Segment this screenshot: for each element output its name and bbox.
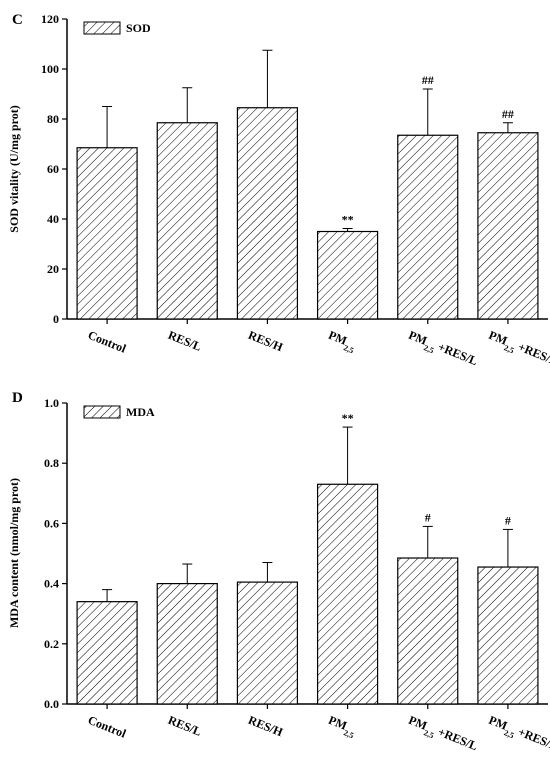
bar-d: [76, 601, 138, 705]
category-label-d: RES/L: [166, 713, 203, 739]
y-tick-label-d: 0.2: [44, 637, 59, 651]
chart-panel-c: C SOD vitality (U/mg prot) SOD 0 20 40 60 80…: [7, 12, 550, 372]
y-tick-label-d: 0.6: [44, 516, 59, 530]
y-tick-label-c: 100: [41, 62, 59, 76]
y-tick-label-c: 80: [47, 112, 59, 126]
category-label-c: RES/L: [166, 328, 203, 354]
significance-label-d: #: [505, 513, 511, 527]
category-label-d: PM2,5: [325, 713, 358, 740]
y-tick-label-c: 60: [47, 162, 59, 176]
bar-c: [397, 134, 459, 320]
bar-c: [477, 132, 539, 320]
legend-c: SOD: [83, 21, 151, 35]
category-label-d: Control: [86, 713, 129, 741]
significance-label-c: **: [342, 213, 354, 227]
category-label-c: PM2,5 +RES/H: [485, 328, 550, 372]
category-label-c: PM2,5: [325, 328, 358, 355]
panel-label-d: D: [12, 390, 23, 406]
y-tick-label-d: 0.8: [44, 456, 59, 470]
legend-swatch-d: [83, 405, 121, 419]
bar-d: [316, 483, 379, 705]
bar-d: [156, 582, 218, 705]
category-label-d: PM2,5 +RES/L: [405, 713, 479, 757]
legend-d: MDA: [83, 405, 155, 419]
panel-label-c: C: [12, 12, 23, 28]
y-tick-label-c: 0: [53, 312, 59, 326]
legend-swatch-c: [83, 21, 121, 35]
y-axis-label-d: MDA content (nmol/mg prot): [7, 478, 21, 628]
significance-label-c: ##: [422, 73, 434, 87]
y-axis-label-c: SOD vitality (U/mg prot): [7, 105, 21, 232]
bar-c: [76, 147, 138, 320]
legend-label-c: SOD: [126, 21, 151, 35]
significance-label-d: **: [342, 411, 354, 425]
significance-label-c: ##: [502, 107, 514, 121]
y-tick-label-c: 120: [41, 12, 59, 26]
significance-label-d: #: [425, 510, 431, 524]
y-tick-label-c: 20: [47, 262, 59, 276]
bar-d: [477, 566, 539, 705]
bar-d: [397, 557, 459, 705]
y-tick-label-d: 0.0: [44, 697, 59, 711]
y-tick-label-d: 1.0: [44, 396, 59, 410]
y-tick-label-c: 40: [47, 212, 59, 226]
legend-label-d: MDA: [126, 405, 155, 419]
bar-d: [236, 581, 299, 705]
bar-c: [156, 122, 218, 320]
category-label-c: PM2,5 +RES/L: [405, 328, 479, 372]
category-label-d: RES/H: [246, 713, 285, 740]
bar-c: [236, 107, 299, 320]
category-label-c: RES/H: [246, 328, 285, 355]
category-label-d: PM2,5 +RES/H: [485, 713, 550, 757]
y-tick-label-d: 0.4: [44, 577, 59, 591]
chart-panel-d: D MDA content (nmol/mg prot) MDA 0.0 0.2 0…: [7, 390, 550, 757]
bar-c: [316, 230, 379, 320]
category-label-c: Control: [86, 328, 129, 356]
